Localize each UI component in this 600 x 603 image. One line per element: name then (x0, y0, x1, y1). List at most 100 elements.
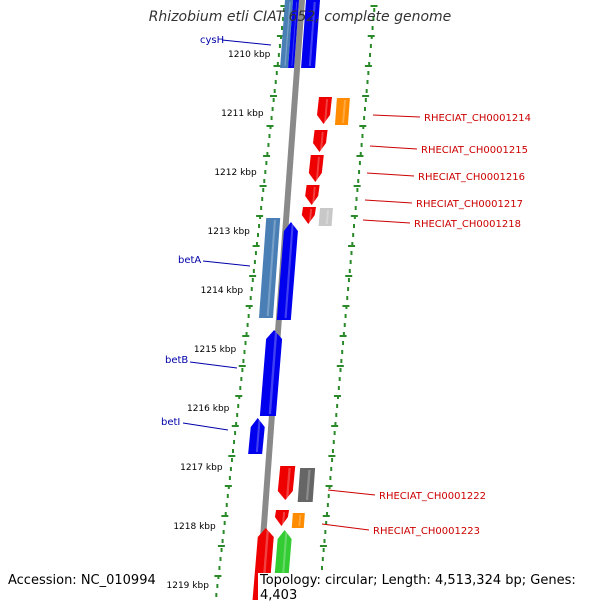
scale-tick (322, 515, 330, 517)
guide-dot (332, 440, 335, 444)
guide-dot (341, 350, 344, 354)
guide-dot (277, 53, 280, 57)
gene-label-betA[interactable]: betA (178, 255, 201, 266)
scale-tick (276, 35, 284, 37)
guide-dot (244, 341, 247, 345)
guide-dot (358, 161, 361, 165)
scale-tick (353, 185, 361, 187)
guide-dot (229, 467, 232, 471)
guide-dot (275, 71, 278, 75)
guide-dot (367, 71, 370, 75)
leader-line (202, 260, 251, 267)
gene-label-betB[interactable]: betB (165, 355, 188, 366)
scale-tick (238, 365, 246, 367)
guide-dot (233, 440, 236, 444)
gene-arrow (258, 218, 281, 318)
guide-dot (360, 143, 363, 147)
gene-highlight (282, 512, 286, 524)
kbp-label: 1214 kbp (201, 286, 244, 296)
guide-dot (363, 116, 366, 120)
gene-labels[interactable]: cysH betA betB betI RHECIAT_CH0001214 RHECIAT… (161, 35, 531, 537)
scale-tick (228, 455, 236, 457)
scale-tick (259, 185, 267, 187)
guide-dot (237, 404, 240, 408)
scale-tick (370, 5, 378, 7)
gene-arrow (274, 510, 290, 526)
gene-label-ch1216[interactable]: RHECIAT_CH0001216 (418, 172, 525, 183)
scale-tick (336, 365, 344, 367)
gene-label-ch1217[interactable]: RHECIAT_CH0001217 (416, 199, 523, 210)
leader-line (189, 361, 238, 369)
gene-arrow (317, 97, 332, 124)
leader-line (362, 219, 411, 224)
guide-dot (232, 449, 235, 453)
guide-dot (225, 503, 228, 507)
gene-label-ch1214[interactable]: RHECIAT_CH0001214 (424, 113, 531, 124)
scale-tick (252, 245, 260, 247)
scale-tick (231, 425, 239, 427)
guide-dot (222, 530, 225, 534)
gene-arrow (301, 0, 320, 68)
guide-dot (344, 314, 347, 318)
guide-dot (239, 386, 242, 390)
scale-tick (245, 305, 253, 307)
guide-dot (369, 53, 372, 57)
gene-arrow (259, 330, 283, 416)
gene-arrow (288, 0, 299, 68)
gene-label-ch1222[interactable]: RHECIAT_CH0001222 (379, 491, 486, 502)
kbp-label: 1218 kbp (173, 522, 216, 532)
guide-dot (339, 368, 342, 372)
guide-dot (254, 251, 257, 255)
gene-label-betI[interactable]: betI (161, 417, 180, 428)
kbp-label: 1212 kbp (214, 168, 257, 178)
guide-dot (356, 188, 359, 192)
guide-dot (268, 134, 271, 138)
guide-dot (352, 233, 355, 237)
scale-tick (328, 455, 336, 457)
scale-tick (342, 305, 350, 307)
guide-dot (359, 152, 362, 156)
gene-highlight (325, 210, 330, 224)
gene-label-cysH[interactable]: cysH (200, 35, 224, 46)
guide-dot (357, 179, 360, 183)
kbp-scale-labels: 1210 kbp 1211 kbp 1212 kbp 1213 kbp 1214 kbp… (167, 50, 271, 591)
gene-arrow (305, 185, 320, 205)
guide-dot (266, 152, 269, 156)
guide-dot (330, 467, 333, 471)
scale-tick (242, 335, 250, 337)
guide-dot (246, 323, 249, 327)
guide-dot (342, 341, 345, 345)
scale-tick (235, 395, 243, 397)
accession-text: Accession: NC_010994 (6, 573, 158, 588)
leader-line (366, 172, 415, 177)
guide-dot (351, 242, 354, 246)
guide-dot (338, 377, 341, 381)
kbp-label: 1210 kbp (228, 50, 271, 60)
gene-label-ch1223[interactable]: RHECIAT_CH0001223 (373, 526, 480, 537)
gene-label-ch1218[interactable]: RHECIAT_CH0001218 (414, 219, 521, 230)
leader-line (182, 422, 229, 431)
guide-dot (219, 557, 222, 561)
gene-label-ch1215[interactable]: RHECIAT_CH0001215 (421, 145, 528, 156)
guide-dot (263, 179, 266, 183)
gene-highlight (312, 187, 316, 203)
guide-dot (327, 494, 330, 498)
guide-dot (236, 413, 239, 417)
kbp-label: 1217 kbp (180, 463, 223, 473)
scale-tick (325, 485, 333, 487)
gene-highlight (324, 99, 329, 122)
guide-dot (272, 98, 275, 102)
guide-dot (274, 80, 277, 84)
guide-dot (273, 89, 276, 93)
gene-arrow (280, 0, 293, 68)
guide-dot (252, 269, 255, 273)
guide-dot (331, 458, 334, 462)
gene-highlight (266, 220, 277, 316)
guide-dot (261, 197, 264, 201)
gene-highlight (305, 470, 311, 500)
guide-dot (221, 539, 224, 543)
gene-arrow (312, 130, 328, 152)
leader-line (221, 39, 272, 46)
scale-tick (221, 515, 229, 517)
